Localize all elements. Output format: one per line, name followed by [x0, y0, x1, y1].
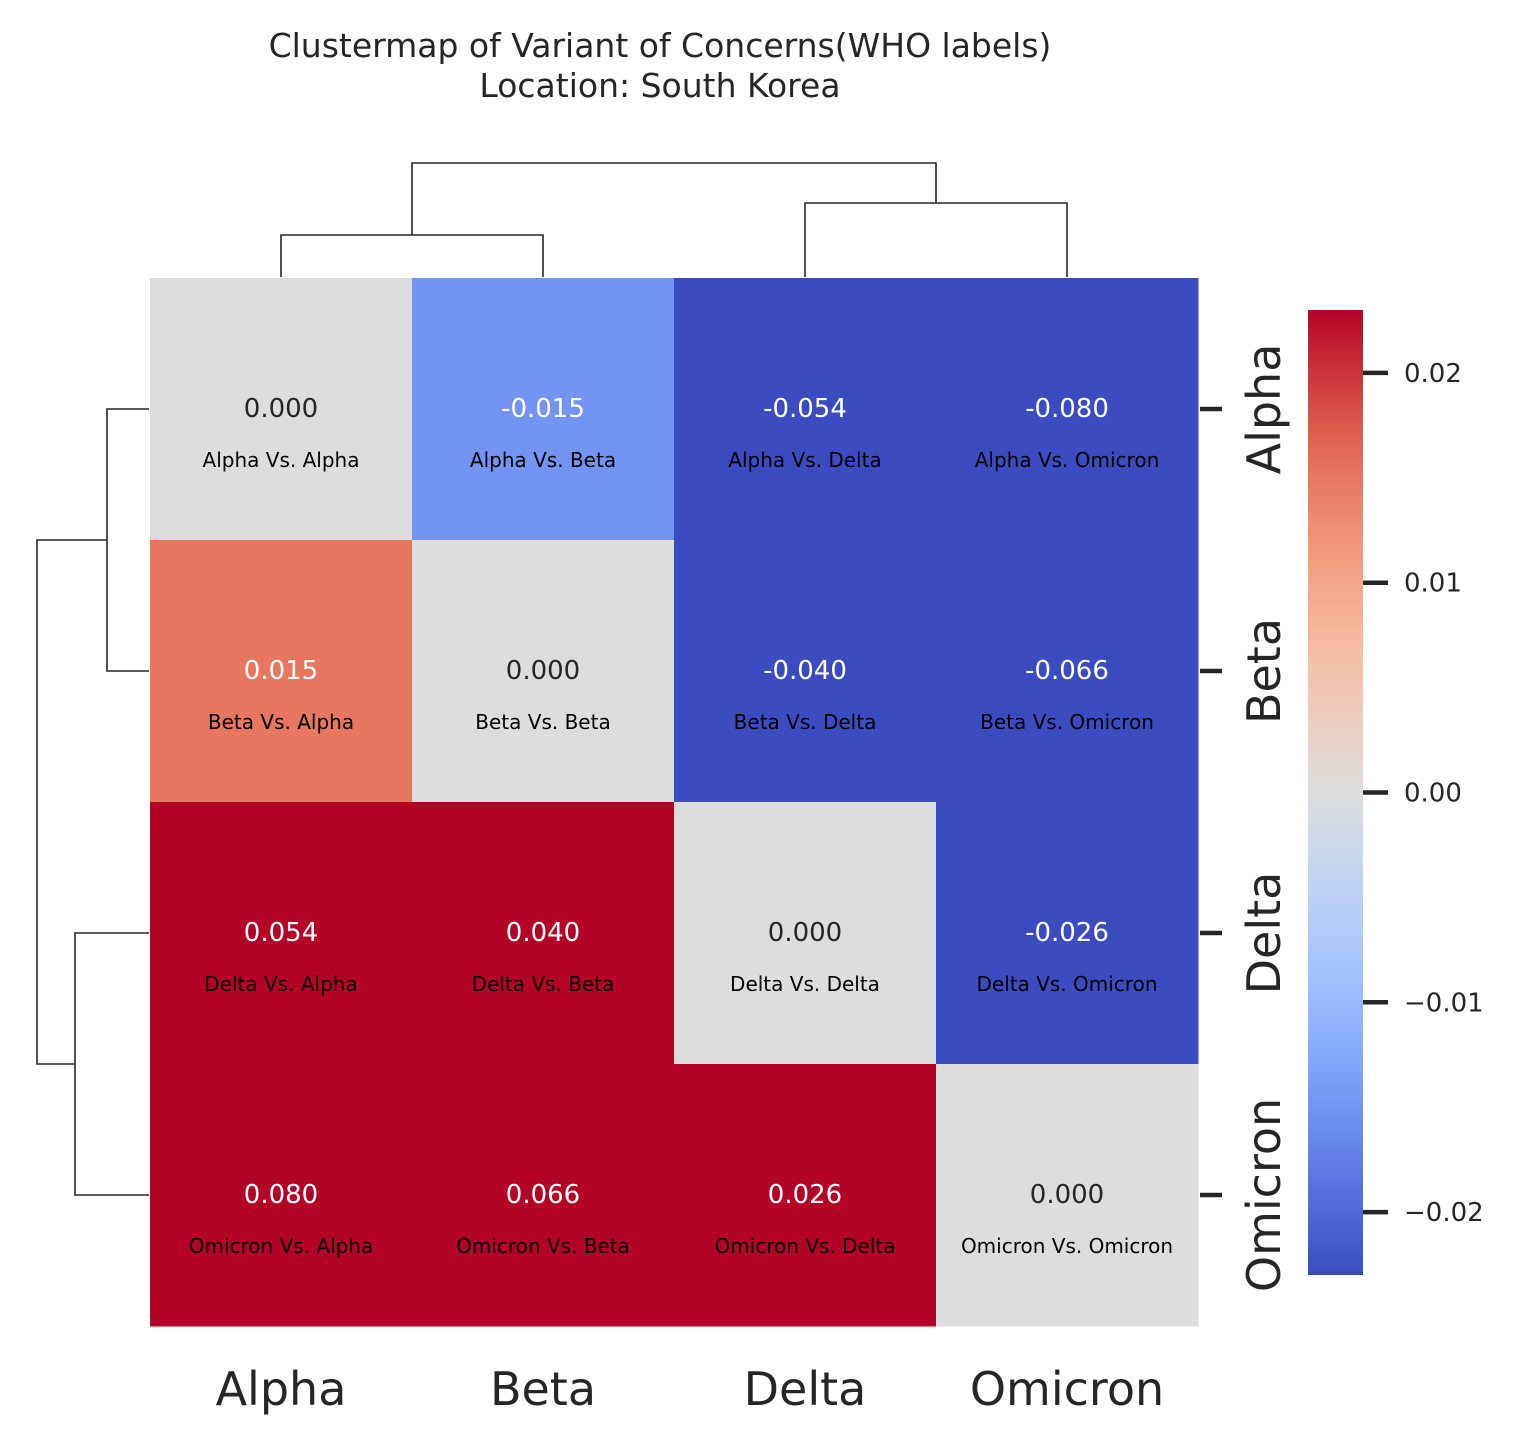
colorbar-tick-label: 0.00	[1404, 779, 1462, 809]
heatmap-cell	[412, 802, 675, 1065]
heatmap-cell	[150, 278, 413, 541]
colorbar-tick-label: −0.01	[1404, 988, 1484, 1018]
heatmap-cell	[412, 1064, 675, 1327]
row-dendrogram-link	[106, 408, 149, 672]
heatmap-cell	[674, 802, 937, 1065]
cell-caption: Beta Vs. Beta	[475, 710, 610, 734]
column-dendrogram-link	[804, 202, 1068, 277]
cell-caption: Delta Vs. Alpha	[204, 972, 357, 996]
colorbar-tick-label: 0.02	[1404, 359, 1462, 389]
cell-value-label: -0.066	[1025, 656, 1109, 686]
cell-caption: Beta Vs. Alpha	[208, 710, 354, 734]
cell-caption: Delta Vs. Delta	[730, 972, 880, 996]
cell-caption: Delta Vs. Beta	[472, 972, 615, 996]
heatmap-cell	[936, 540, 1199, 803]
column-dendrogram-link	[280, 234, 544, 277]
row-dendrogram-link	[74, 932, 149, 1196]
cell-value-label: 0.015	[244, 656, 318, 686]
cell-caption: Omicron Vs. Omicron	[961, 1234, 1173, 1258]
cell-caption: Beta Vs. Omicron	[980, 710, 1154, 734]
cell-value-label: -0.054	[763, 394, 847, 424]
heatmap-cell	[936, 278, 1199, 541]
colorbar-tick-label: 0.01	[1404, 569, 1462, 599]
cell-caption: Omicron Vs. Beta	[456, 1234, 630, 1258]
heatmap-cell	[150, 540, 413, 803]
cell-caption: Delta Vs. Omicron	[976, 972, 1157, 996]
colorbar-tick-label: −0.02	[1404, 1198, 1484, 1228]
cell-caption: Beta Vs. Delta	[734, 710, 877, 734]
heatmap-cell	[150, 1064, 413, 1327]
y-tick-label: Omicron	[1237, 1098, 1291, 1292]
heatmap-cell	[674, 1064, 937, 1327]
x-tick-label: Omicron	[970, 1362, 1164, 1416]
cell-caption: Alpha Vs. Delta	[728, 448, 881, 472]
cell-caption: Omicron Vs. Delta	[714, 1234, 895, 1258]
row-dendrogram-link	[36, 539, 107, 1065]
x-tick-label: Delta	[744, 1362, 867, 1416]
heatmap-cell	[936, 1064, 1199, 1327]
cell-caption: Omicron Vs. Alpha	[189, 1234, 374, 1258]
chart-title-line-2: Location: South Korea	[479, 66, 841, 105]
cell-value-label: 0.000	[244, 394, 318, 424]
y-tick-label: Beta	[1237, 618, 1291, 724]
heatmap-cell	[412, 540, 675, 803]
cell-value-label: -0.040	[763, 656, 847, 686]
cell-caption: Alpha Vs. Alpha	[203, 448, 360, 472]
heatmap-cell	[674, 540, 937, 803]
x-tick-label: Alpha	[216, 1362, 347, 1416]
cell-caption: Alpha Vs. Omicron	[975, 448, 1160, 472]
cell-value-label: -0.080	[1025, 394, 1109, 424]
cell-value-label: -0.026	[1025, 918, 1109, 948]
heatmap-cell	[674, 278, 937, 541]
cell-value-label: 0.054	[244, 918, 318, 948]
cell-caption: Alpha Vs. Beta	[470, 448, 616, 472]
chart-title-line-1: Clustermap of Variant of Concerns(WHO la…	[268, 26, 1052, 65]
y-tick-label: Delta	[1237, 872, 1291, 995]
cell-value-label: -0.015	[501, 394, 585, 424]
x-tick-label: Beta	[490, 1362, 596, 1416]
column-dendrogram-link	[411, 162, 937, 235]
cell-value-label: 0.066	[506, 1180, 580, 1210]
colorbar	[1308, 310, 1363, 1275]
heatmap-cell	[150, 802, 413, 1065]
cell-value-label: 0.026	[768, 1180, 842, 1210]
cell-value-label: 0.000	[1030, 1180, 1104, 1210]
cell-value-label: 0.000	[506, 656, 580, 686]
heatmap-cell	[936, 802, 1199, 1065]
cell-value-label: 0.040	[506, 918, 580, 948]
cell-value-label: 0.000	[768, 918, 842, 948]
heatmap-cell	[412, 278, 675, 541]
cell-value-label: 0.080	[244, 1180, 318, 1210]
y-tick-label: Alpha	[1237, 344, 1291, 475]
